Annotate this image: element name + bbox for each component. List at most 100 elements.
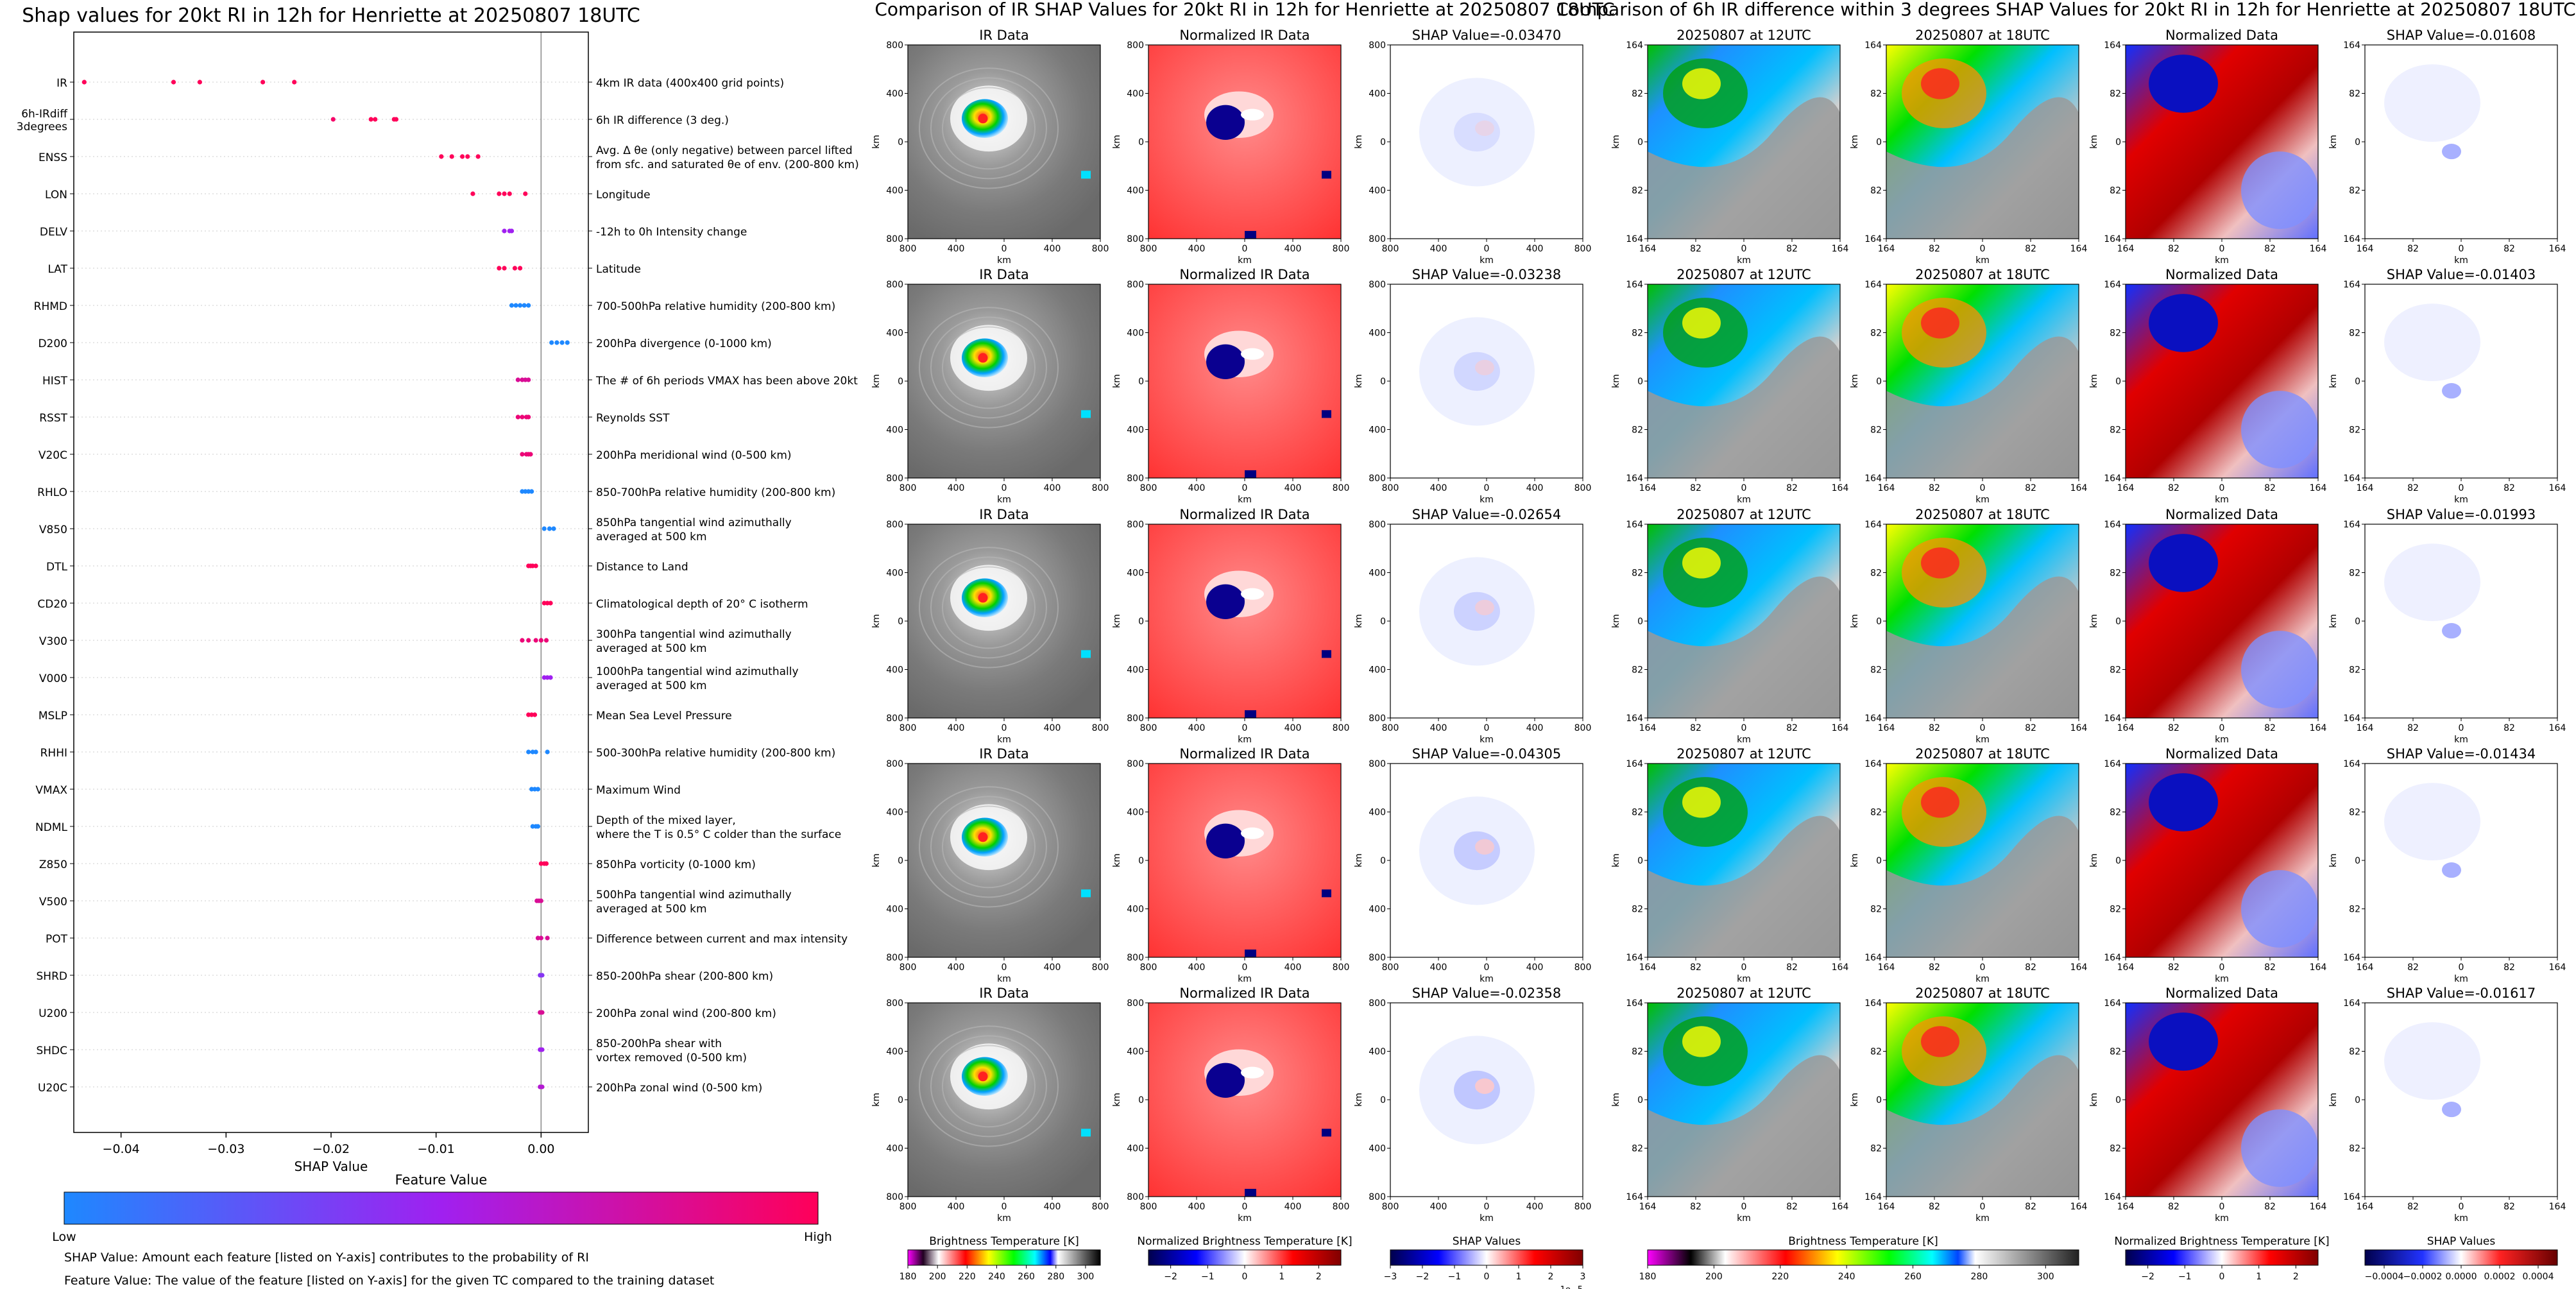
y-tick-label: 0 [2115,137,2121,148]
feature-description: 6h IR difference (3 deg.) [596,114,729,127]
x-tick-label: 800 [1382,1202,1399,1212]
y-tick-label: 800 [1369,520,1386,530]
feature-description: 700-500hPa relative humidity (200-800 km… [596,300,835,313]
colorbar-tick-label: 220 [959,1272,976,1282]
y-tick-label: 0 [898,1095,903,1105]
y-axis-label: km [1112,614,1122,628]
x-tick-label: 400 [1284,244,1302,254]
x-tick-label: 164 [1639,1202,1657,1212]
y-tick-label: 400 [1369,89,1386,99]
x-tick-label: 800 [1333,962,1350,973]
ir-spiral-band [930,1035,1047,1138]
y-tick-label: 164 [1864,713,1882,724]
shap-point [533,749,538,755]
shap-point [393,117,399,122]
feature-description: Climatological depth of 20° C isotherm [596,598,808,611]
colorbar-tick-label: 0 [1484,1272,1490,1282]
x-tick-label: 82 [2503,962,2515,973]
y-tick-label: 82 [1632,1047,1643,1057]
x-tick-label: 164 [2070,962,2088,973]
y-tick-label: 82 [1632,1144,1643,1154]
feature-description: averaged at 500 km [596,531,707,543]
y-tick-label: 82 [2349,808,2360,818]
ir-small-cell [1081,889,1091,898]
shap-point [368,117,373,122]
y-tick-label: 82 [2110,329,2121,339]
shap-point [260,80,266,85]
feature-description: Mean Sea Level Pressure [596,710,732,722]
ir-small-cell [1081,1129,1091,1137]
shap-point [540,1047,545,1052]
shap-point [373,117,378,122]
x-tick-label: 400 [1044,1202,1061,1212]
x-tick-label: 82 [2168,962,2179,973]
shap-point [526,414,531,420]
feature-label: V000 [39,672,67,685]
panel-title: 20250807 at 18UTC [1915,267,2050,282]
feature-label: SHRD [37,970,67,983]
y-tick-label: 164 [2343,713,2360,724]
y-tick-label: 800 [886,474,903,484]
y-tick-label: 400 [1127,905,1144,915]
y-tick-label: 800 [886,234,903,244]
x-tick-label: 800 [900,1202,917,1212]
y-tick-label: 164 [2343,759,2360,769]
shap-point [81,80,87,85]
x-axis-label: km [1480,974,1494,984]
shap-point [538,638,543,643]
y-tick-label: 164 [2343,474,2360,484]
y-tick-label: 82 [2110,665,2121,676]
ir-spiral-band [942,326,1036,409]
colorbar-tick-label: −3 [1384,1272,1397,1282]
x-tick-label: 0 [2219,723,2225,733]
x-tick-label: 0 [1002,723,1007,733]
y-tick-label: 164 [1864,234,1882,244]
x-tick-label: 0 [1484,483,1490,493]
diff-coldest-top [1921,1026,1959,1057]
norm-diff-blue-region [2241,870,2318,948]
y-axis-label: km [1354,1093,1364,1107]
shap-point [545,935,550,941]
ir-spiral-band [930,796,1047,898]
shap-point [548,601,553,606]
x-tick-label: 0 [1741,962,1747,973]
shap-point [522,303,527,308]
x-tick-label: 164 [2310,244,2327,254]
shap-point [197,80,203,85]
feature-description: 200hPa zonal wind (0-500 km) [596,1082,762,1095]
shap-point [465,154,470,159]
y-axis-label: km [2089,374,2099,388]
shap-point [547,526,552,531]
x-tick-label: 400 [1284,1202,1302,1212]
norm-warm-spot [1241,1066,1264,1079]
x-tick-label: 400 [1044,483,1061,493]
y-tick-label: 400 [1369,186,1386,196]
x-tick-label: 82 [1690,483,1702,493]
shap-point [292,80,297,85]
y-tick-label: 0 [2115,1095,2121,1105]
panel-title: IR Data [979,986,1029,1001]
y-tick-label: 164 [1626,1192,1643,1202]
shap-point [526,749,531,755]
y-tick-label: 164 [2104,280,2121,290]
x-tick-label: 82 [2407,723,2419,733]
x-axis-label: km [2454,1213,2468,1224]
x-tick-label: 800 [1140,483,1157,493]
shap-point [515,414,520,420]
x-axis-label: km [1737,974,1751,984]
y-tick-label: 400 [886,89,903,99]
x-tick-label: 164 [2070,244,2088,254]
y-axis-label: km [1112,374,1122,388]
norm-small-cell [1322,889,1331,898]
y-tick-label: 164 [2104,40,2121,51]
x-tick-label: 0 [1002,962,1007,973]
y-tick-label: 82 [2110,568,2121,579]
feature-label: POT [46,933,68,946]
shap-point [533,563,538,568]
y-axis-label: km [1611,374,1621,388]
feature-label: RHLO [37,486,67,499]
x-tick-label: 800 [1574,1202,1592,1212]
shap-point [497,191,502,196]
y-tick-label: 164 [1864,474,1882,484]
norm-ir-image [1148,284,1341,478]
